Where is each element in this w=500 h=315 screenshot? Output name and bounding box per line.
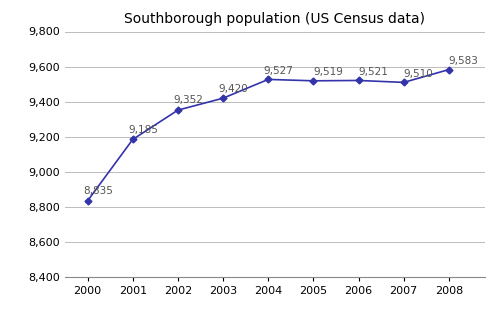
Text: 8,835: 8,835	[83, 186, 113, 196]
Text: 9,527: 9,527	[264, 66, 294, 76]
Text: 9,420: 9,420	[218, 84, 248, 94]
Text: 9,519: 9,519	[314, 67, 344, 77]
Text: 9,185: 9,185	[128, 124, 158, 135]
Text: 9,583: 9,583	[449, 56, 478, 66]
Text: 9,521: 9,521	[358, 67, 388, 77]
Text: 9,510: 9,510	[404, 69, 434, 79]
Text: 9,352: 9,352	[174, 95, 204, 105]
Title: Southborough population (US Census data): Southborough population (US Census data)	[124, 12, 426, 26]
